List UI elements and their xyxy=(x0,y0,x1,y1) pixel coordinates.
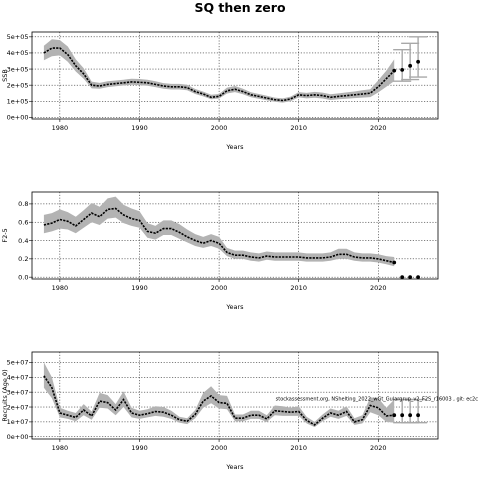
y-tick-label: 5e+05 xyxy=(7,33,29,41)
x-tick-label: 2010 xyxy=(290,124,307,132)
x-tick-label: 2010 xyxy=(290,444,307,452)
y-tick-label: 3e+05 xyxy=(7,65,29,73)
x-axis-label: Years xyxy=(225,303,244,311)
y-tick-label: 0.2 xyxy=(18,255,28,263)
panel-f: 1980 1990 2000 2010 2020 0.0 0.2 0.4 0.6 0.8 Years… xyxy=(1,191,439,311)
x-tick-label: 1980 xyxy=(52,444,69,452)
panel-ssb: 1980 1990 2000 2010 2020 0e+00 1e+05 2e+05 3e+05… xyxy=(1,31,439,151)
y-axis-label: Recruits (Age 0) xyxy=(1,369,9,421)
estimate-line xyxy=(43,47,395,102)
x-tick-label: 2020 xyxy=(370,444,387,452)
y-tick-label: 4e+05 xyxy=(7,49,29,57)
confidence-band xyxy=(43,39,395,103)
x-tick-label: 2000 xyxy=(211,284,228,292)
forecast-point xyxy=(400,413,405,418)
forecast-point xyxy=(416,59,420,64)
figure-title: SQ then zero xyxy=(194,0,286,15)
y-tick-label: 2e+05 xyxy=(7,81,29,89)
y-axis-label: SSB xyxy=(1,69,9,82)
y-axis-label: F2-5 xyxy=(1,228,9,242)
forecast-point xyxy=(400,67,405,72)
x-tick-label: 1990 xyxy=(131,124,148,132)
y-tick-label: 0.6 xyxy=(18,219,28,227)
plot-frame xyxy=(31,351,439,440)
x-axis-label: Years xyxy=(225,143,244,151)
panel-recruits: 1980 1990 2000 2010 2020 0e+00 1e+07 2e+07 3e+07… xyxy=(1,351,439,471)
x-axis-label: Years xyxy=(225,463,244,471)
estimate-line xyxy=(43,375,395,426)
y-tick-label: 5e+07 xyxy=(7,359,29,367)
forecast-point xyxy=(416,275,420,280)
confidence-band xyxy=(43,196,395,267)
forecast-point xyxy=(400,275,405,280)
y-tick-label: 0.8 xyxy=(18,200,28,208)
last-year-point xyxy=(392,68,397,73)
y-tick-label: 0.4 xyxy=(18,237,28,245)
y-tick-label: 1e+07 xyxy=(7,418,29,426)
y-tick-label: 0e+00 xyxy=(7,114,29,122)
confidence-band xyxy=(43,362,395,428)
y-tick-label: 4e+07 xyxy=(7,374,29,382)
figure-annotation: stockassessment.org, NShelting_2022_wGt_… xyxy=(276,397,479,403)
last-year-point xyxy=(392,413,397,418)
last-year-point xyxy=(392,260,397,265)
plot-frame xyxy=(31,31,439,120)
y-tick-label: 0.0 xyxy=(18,273,28,281)
x-tick-label: 2020 xyxy=(370,284,387,292)
y-tick-label: 3e+07 xyxy=(7,388,29,396)
forecast-point xyxy=(408,275,413,280)
forecast-point xyxy=(408,63,413,68)
y-tick-label: 1e+05 xyxy=(7,98,29,106)
panels: 1980 1990 2000 2010 2020 0e+00 1e+05 2e+05 3e+05… xyxy=(1,31,439,471)
x-tick-label: 1990 xyxy=(131,284,148,292)
plot-frame xyxy=(31,191,439,280)
x-tick-label: 1980 xyxy=(52,124,69,132)
x-tick-label: 1980 xyxy=(52,284,69,292)
y-tick-label: 0e+00 xyxy=(7,433,29,441)
forecast-point xyxy=(408,413,413,418)
x-tick-label: 1990 xyxy=(131,444,148,452)
x-tick-label: 2000 xyxy=(211,444,228,452)
forecast-point xyxy=(416,413,420,418)
x-tick-label: 2000 xyxy=(211,124,228,132)
x-tick-label: 2020 xyxy=(370,124,387,132)
y-tick-label: 2e+07 xyxy=(7,403,29,411)
x-tick-label: 2010 xyxy=(290,284,307,292)
